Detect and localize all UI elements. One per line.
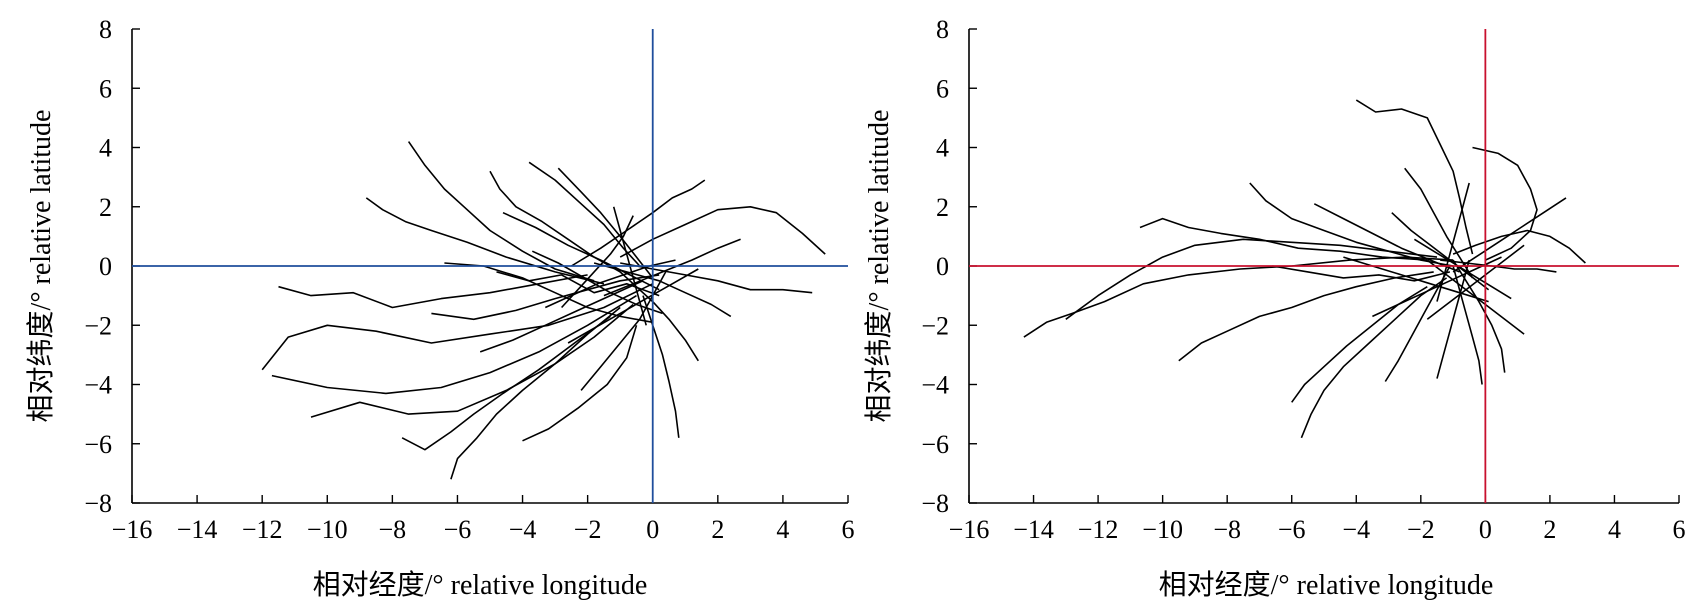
left-y-tick-label: −2: [84, 311, 112, 340]
left-y-tick-label: 0: [99, 252, 112, 281]
left-y-tick-label: 4: [99, 134, 112, 163]
right-y-tick-label: −4: [921, 371, 949, 400]
right-x-tick-label: −8: [1213, 515, 1241, 544]
right-cyclone-track: [1355, 99, 1474, 255]
right-y-tick-label: 4: [936, 134, 949, 163]
left-x-tick-label: 2: [711, 515, 724, 544]
left-cyclone-track: [567, 268, 699, 344]
left-cyclone-track: [310, 303, 634, 418]
left-x-tick-label: −6: [444, 515, 472, 544]
right-cyclone-track: [1426, 244, 1525, 320]
right-x-tick-label: 4: [1608, 515, 1621, 544]
right-cyclone-track: [1404, 167, 1474, 279]
right-x-tick-label: −6: [1278, 515, 1306, 544]
right-ticks: −16 −14 −12 −10 −8 −6 −4 −2 0 2 4 6 −8 −6 −4 −2 0 2 4 6 8: [921, 15, 1685, 544]
left-cyclone-track: [502, 211, 660, 291]
right-cyclone-track: [1436, 259, 1470, 379]
right-y-tick-label: 8: [936, 15, 949, 44]
left-x-tick-label: −4: [509, 515, 537, 544]
right-cyclone-track: [1413, 238, 1512, 300]
right-x-tick-label: −16: [949, 515, 990, 544]
right-chart: −16 −14 −12 −10 −8 −6 −4 −2 0 2 4 6 −8 −6 −4 −2 0 2 4 6 8 相对…: [863, 15, 1686, 601]
right-cyclone-track: [1343, 256, 1489, 303]
left-y-tick-label: −8: [84, 489, 112, 518]
right-x-tick-label: −2: [1407, 515, 1435, 544]
right-y-tick-label: 6: [936, 74, 949, 103]
right-x-tick-label: 6: [1673, 515, 1686, 544]
right-y-tick-label: 0: [936, 252, 949, 281]
right-cyclone-track: [1139, 217, 1428, 261]
left-x-tick-label: −14: [177, 515, 218, 544]
left-chart: −16 −14 −12 −10 −8 −6 −4 −2 0 2 4 6 −8 −6 −4 −2 0 2 4 6 8 相对…: [25, 15, 855, 601]
right-y-tick-label: −8: [921, 489, 949, 518]
left-x-tick-label: −12: [242, 515, 283, 544]
left-cyclone-track: [613, 265, 699, 362]
left-cyclone-track: [407, 141, 595, 282]
left-cyclone-track: [365, 197, 605, 285]
right-y-axis-title: 相对纬度/° relative latitude: [863, 110, 895, 423]
right-y-tick-label: 2: [936, 193, 949, 222]
right-cyclone-track: [1300, 277, 1448, 439]
left-cyclone-track: [642, 295, 680, 438]
right-cyclone-track: [1440, 259, 1557, 273]
right-y-tick-label: −2: [921, 311, 949, 340]
left-cyclone-track: [479, 280, 644, 353]
left-cyclone-track: [619, 206, 826, 258]
left-cyclone-track: [570, 179, 706, 267]
left-y-axis-title: 相对纬度/° relative latitude: [25, 110, 57, 423]
right-cyclone-track: [1452, 259, 1506, 373]
left-x-tick-label: 0: [646, 515, 659, 544]
left-cyclone-track: [261, 283, 654, 371]
left-x-axis-title: 相对经度/° relative longitude: [313, 569, 648, 601]
right-cyclone-track: [1472, 146, 1538, 261]
left-x-tick-label: −2: [574, 515, 602, 544]
right-cyclone-track: [1178, 271, 1434, 362]
left-x-tick-label: 6: [842, 515, 855, 544]
right-cyclone-track: [1249, 182, 1454, 267]
left-cyclone-track: [496, 271, 660, 297]
right-cyclone-track: [1023, 256, 1454, 338]
right-cyclone-track: [1272, 265, 1451, 282]
right-cyclone-track: [1391, 212, 1490, 291]
left-y-tick-label: −4: [84, 371, 112, 400]
right-cyclone-track: [1313, 203, 1460, 273]
right-x-tick-label: −10: [1142, 515, 1183, 544]
left-cyclone-track: [450, 306, 621, 480]
right-x-tick-label: −14: [1013, 515, 1054, 544]
right-tracks: [1023, 99, 1586, 439]
right-x-axis-title: 相对经度/° relative longitude: [1159, 569, 1494, 601]
left-cyclone-track: [431, 274, 660, 321]
left-cyclone-track: [544, 259, 676, 309]
right-y-tick-label: −6: [921, 430, 949, 459]
left-cyclone-track: [580, 271, 667, 391]
left-y-tick-label: 8: [99, 15, 112, 44]
right-x-tick-label: −4: [1342, 515, 1370, 544]
right-x-tick-label: 2: [1543, 515, 1556, 544]
left-cyclone-track: [401, 315, 611, 451]
left-cyclone-track: [278, 274, 588, 309]
left-x-tick-label: 4: [776, 515, 789, 544]
right-cyclone-track: [1436, 182, 1470, 302]
left-cyclone-track: [271, 294, 637, 395]
left-x-tick-label: −16: [112, 515, 153, 544]
left-y-tick-label: 2: [99, 193, 112, 222]
left-x-tick-label: −8: [379, 515, 407, 544]
right-x-tick-label: 0: [1479, 515, 1492, 544]
right-cyclone-track: [1372, 256, 1502, 318]
right-cyclone-track: [1065, 238, 1438, 320]
left-ticks: −16 −14 −12 −10 −8 −6 −4 −2 0 2 4 6 −8 −6 −4 −2 0 2 4 6 8: [84, 15, 854, 544]
left-tracks: [261, 141, 826, 480]
left-y-tick-label: −6: [84, 430, 112, 459]
left-cyclone-track: [522, 325, 638, 442]
left-x-tick-label: −10: [307, 515, 348, 544]
right-x-tick-label: −12: [1078, 515, 1119, 544]
left-y-tick-label: 6: [99, 74, 112, 103]
left-cyclone-track: [557, 167, 654, 279]
right-cyclone-track: [1452, 265, 1483, 385]
right-cyclone-track: [1452, 229, 1586, 264]
right-cyclone-track: [1452, 197, 1567, 273]
left-cyclone-track: [561, 215, 634, 309]
